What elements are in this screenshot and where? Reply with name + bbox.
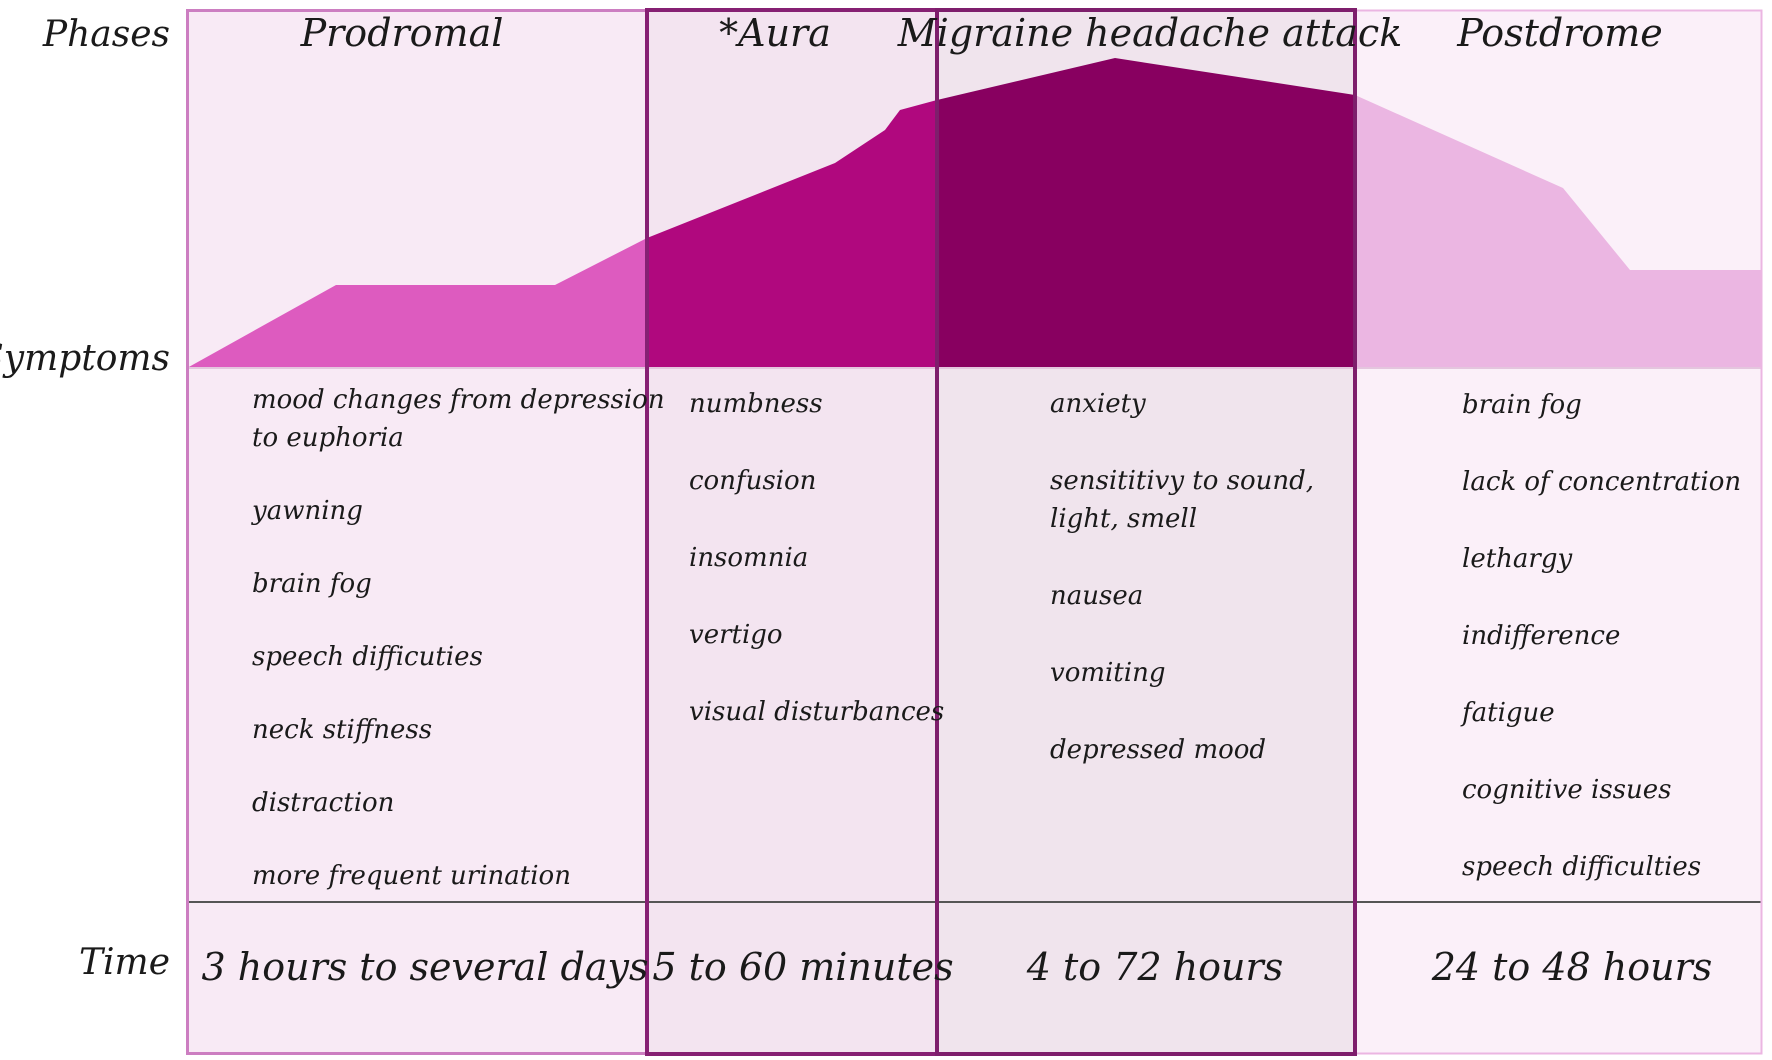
symptom-intensity-curve	[187, 58, 1762, 368]
row-label-time: Time	[79, 942, 170, 983]
symptom-item: depressed mood	[1050, 735, 1266, 765]
symptom-item: nausea	[1050, 581, 1143, 611]
symptom-item: anxiety	[1050, 389, 1146, 419]
symptom-item: more frequent urination	[252, 861, 571, 891]
symptom-item: brain fog	[1462, 390, 1582, 420]
prodromal-area	[187, 238, 647, 368]
aura-area	[647, 100, 937, 368]
symptom-item: insomnia	[689, 543, 808, 573]
symptom-item: lethargy	[1462, 544, 1572, 574]
time-attack: 4 to 72 hours	[1026, 945, 1283, 989]
row-label-phases: Phases	[42, 14, 170, 55]
symptom-item: speech difficuties	[252, 642, 483, 672]
symptom-item: speech difficulties	[1462, 852, 1701, 882]
symptom-item: brain fog	[252, 569, 372, 599]
phase-title-attack: Migraine headache attack	[897, 11, 1402, 55]
symptom-item: sensititivy to sound,	[1050, 466, 1314, 496]
symptom-item: visual disturbances	[689, 697, 944, 727]
symptom-item: lack of concentration	[1462, 467, 1741, 497]
symptom-item: yawning	[251, 496, 363, 526]
symptom-item: numbness	[689, 389, 823, 419]
postdrome-area	[1355, 95, 1762, 368]
symptom-item: mood changes from depression	[252, 385, 665, 415]
symptom-item: indifference	[1462, 621, 1620, 651]
phase-title-postdrome: Postdrome	[1456, 11, 1663, 55]
time-postdrome: 24 to 48 hours	[1431, 945, 1713, 989]
symptom-item: cognitive issues	[1462, 775, 1672, 805]
phase-title-aura: *Aura	[719, 11, 831, 55]
phase-title-prodromal: Prodromal	[300, 11, 504, 55]
symptom-item: distraction	[252, 788, 394, 818]
symptom-item: vomiting	[1050, 658, 1165, 688]
attack-column-border	[935, 8, 1357, 1056]
attack-area	[937, 58, 1355, 368]
time-aura: 5 to 60 minutes	[652, 945, 953, 989]
symptom-item: fatigue	[1460, 698, 1555, 728]
symptom-item: neck stiffness	[252, 715, 432, 745]
row-label-symptoms: Symptoms	[0, 338, 170, 379]
symptom-item: vertigo	[689, 620, 783, 650]
symptom-lists: mood changes from depression to euphoria y…	[251, 385, 1741, 891]
symptom-item: to euphoria	[252, 423, 404, 453]
prodromal-column-bg	[187, 10, 647, 1054]
symptom-item: light, smell	[1050, 504, 1197, 534]
symptom-item: confusion	[689, 466, 816, 496]
time-prodromal: 3 hours to several days	[201, 945, 648, 989]
